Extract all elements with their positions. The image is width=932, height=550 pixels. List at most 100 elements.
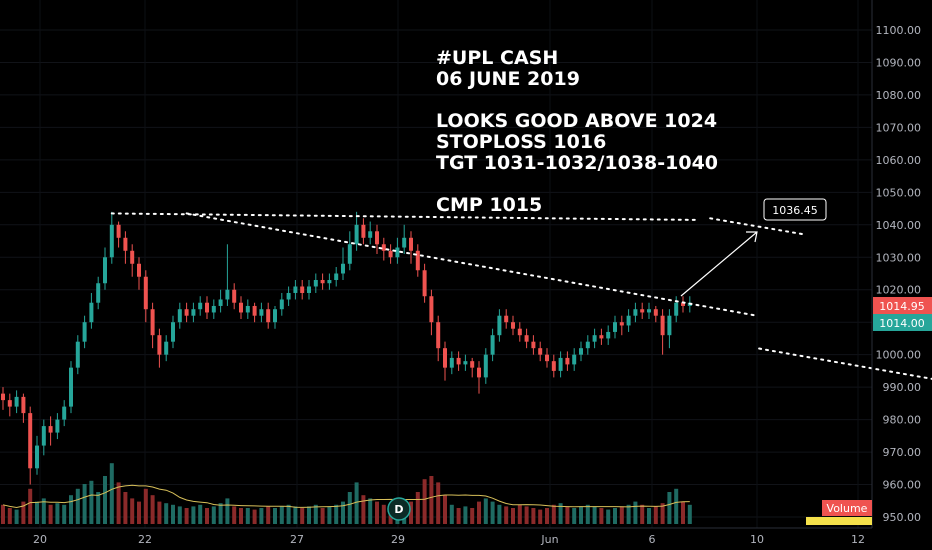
candle xyxy=(69,361,73,414)
volume-bar xyxy=(354,482,359,524)
candle-body xyxy=(381,244,386,251)
candle xyxy=(279,292,284,316)
candle-body xyxy=(572,354,577,365)
price-tick-label: 1060.00 xyxy=(876,154,922,167)
volume-bar xyxy=(599,508,604,524)
time-axis[interactable]: 20 22 27 29 Jun 6 10 12 xyxy=(33,533,865,546)
candle-body xyxy=(545,354,549,362)
candle-body xyxy=(592,335,597,342)
volume-bar xyxy=(279,506,284,524)
candle-body xyxy=(660,315,665,336)
volume-bar xyxy=(259,508,264,524)
volume-bar xyxy=(443,495,447,524)
candle xyxy=(218,289,223,313)
trendlines[interactable] xyxy=(110,212,932,393)
volume-bar xyxy=(55,503,60,524)
candle-body xyxy=(415,250,420,271)
volume-bar xyxy=(62,504,67,524)
time-tick-label: 10 xyxy=(750,533,764,546)
trade-annotation: #UPL CASH 06 JUNE 2019 LOOKS GOOD ABOVE … xyxy=(436,48,718,216)
target-callout[interactable]: 1036.45 xyxy=(680,198,827,297)
candle xyxy=(497,309,502,342)
candle xyxy=(517,322,522,342)
price-axis[interactable]: 1100.00 1090.00 1080.00 1070.00 1060.00 1050.… xyxy=(876,24,922,524)
price-tick-label: 1020.00 xyxy=(876,284,922,297)
candle xyxy=(585,335,590,355)
candle xyxy=(327,273,332,290)
candle-body xyxy=(443,348,447,368)
time-tick-label: 20 xyxy=(33,533,47,546)
volume-bar xyxy=(619,506,624,524)
candle xyxy=(164,335,169,362)
candle-body xyxy=(239,302,243,313)
candle-body xyxy=(259,309,264,316)
candle xyxy=(273,305,277,329)
volume-bar xyxy=(327,506,332,524)
candle-body xyxy=(517,328,522,336)
candle xyxy=(572,348,577,371)
candle xyxy=(41,419,46,456)
candle-body xyxy=(497,315,502,336)
annotation-targets: TGT 1031-1032/1038-1040 xyxy=(436,152,719,174)
last-price-label: 1014.95 xyxy=(873,297,932,314)
indicator-badge-text: D xyxy=(394,503,403,516)
volume-bar xyxy=(239,508,243,524)
volume-bar xyxy=(483,498,488,524)
candle-body xyxy=(28,413,33,469)
candle-body xyxy=(463,361,468,365)
candle xyxy=(245,299,250,319)
candle-body xyxy=(334,273,339,280)
volume-bar xyxy=(422,479,427,524)
candle xyxy=(334,267,339,287)
candle-body xyxy=(266,309,271,323)
candle xyxy=(320,273,325,290)
volume-bar xyxy=(143,488,148,524)
candle-body xyxy=(96,283,101,303)
candle-body xyxy=(402,237,407,248)
candle-body xyxy=(667,315,672,336)
volume-bar xyxy=(497,504,502,524)
volume-bar xyxy=(368,498,373,524)
volume-bar xyxy=(436,482,441,524)
candle xyxy=(184,302,189,323)
volume-bar xyxy=(606,509,611,524)
candle xyxy=(667,309,672,349)
indicator-badge[interactable]: D xyxy=(387,497,411,521)
volume-bar xyxy=(69,495,73,524)
candle xyxy=(109,211,114,264)
candle xyxy=(143,270,148,323)
volume-bar xyxy=(307,506,311,524)
candle-body xyxy=(538,348,543,355)
volume-bar xyxy=(137,501,141,524)
candle-body xyxy=(41,426,46,446)
volume-bar xyxy=(409,501,413,524)
candle-body xyxy=(164,341,169,355)
volume-bar xyxy=(470,508,475,524)
candle-body xyxy=(470,361,475,368)
candle xyxy=(606,325,611,345)
candle-body xyxy=(184,309,189,316)
candle-body xyxy=(150,309,155,336)
price-tick-label: 1100.00 xyxy=(876,24,922,37)
candle-body xyxy=(681,302,685,306)
candle xyxy=(28,406,33,485)
candle xyxy=(511,315,515,336)
candle xyxy=(35,435,39,475)
candle-body xyxy=(395,247,400,258)
candle xyxy=(551,354,556,378)
candles xyxy=(1,211,692,485)
candle-body xyxy=(436,322,441,349)
candle xyxy=(653,305,658,323)
volume-bar xyxy=(252,509,257,524)
candle-body xyxy=(191,309,196,316)
price-tick-label: 1080.00 xyxy=(876,89,922,102)
candle-body xyxy=(1,393,5,401)
annotation-stoploss: STOPLOSS 1016 xyxy=(436,131,607,153)
volume-bar xyxy=(109,463,114,524)
candle-body xyxy=(368,231,373,238)
candle xyxy=(55,413,60,440)
candle-body xyxy=(21,396,26,414)
candle xyxy=(395,237,400,264)
candle-body xyxy=(245,305,250,313)
